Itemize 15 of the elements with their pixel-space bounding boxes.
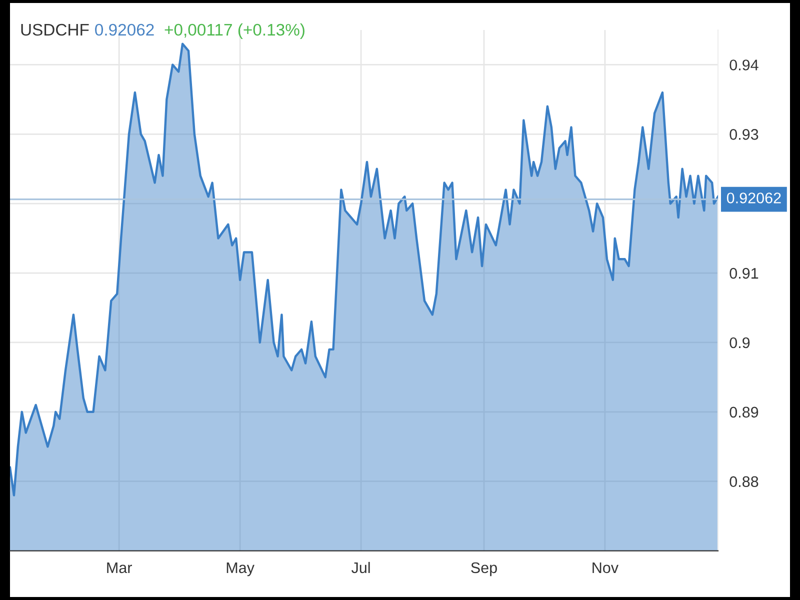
y-tick-label: 0.93 (730, 129, 758, 140)
y-tick-label: 0.88 (730, 476, 758, 488)
y-tick-label: 0.9 (730, 337, 750, 348)
x-tick-label: Mar (107, 562, 132, 574)
chart-title: USDCHF (21, 24, 89, 36)
x-tick-label: Nov (592, 562, 618, 574)
annotation: 0.92062 (95, 24, 154, 36)
annotation: +0,00117 (+0.13%) (164, 23, 304, 39)
x-tick-label: May (226, 562, 254, 576)
ref-line-label: 0.92062 (726, 192, 781, 204)
y-tick-label: 0.89 (730, 406, 758, 418)
x-tick-label: Jul (352, 562, 370, 574)
y-tick-label: 0.91 (730, 268, 758, 279)
x-tick-label: Sep (471, 562, 497, 576)
y-tick-label: 0.94 (730, 60, 758, 70)
